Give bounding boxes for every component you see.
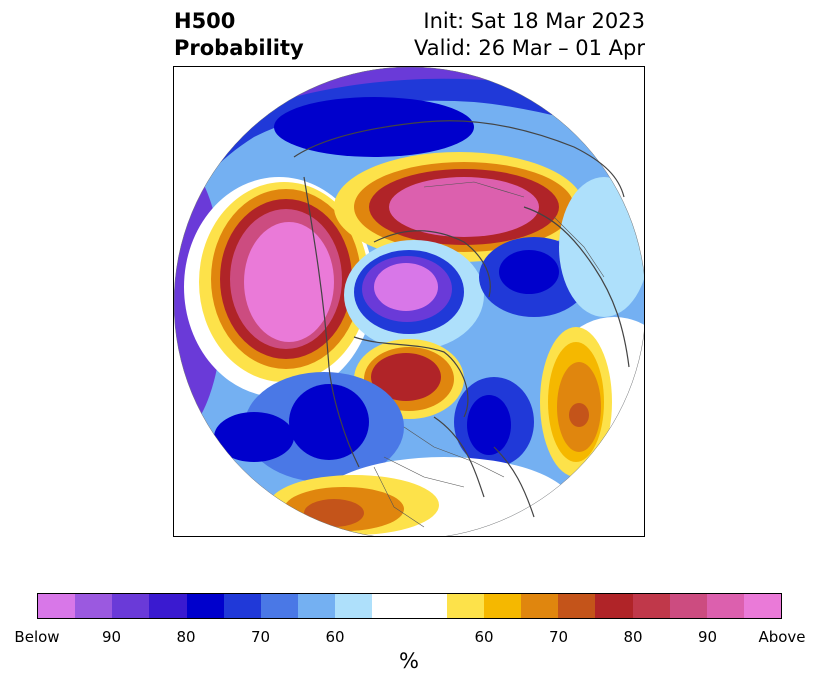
polar-map-svg xyxy=(174,67,644,536)
colorbar-tick-label: 60 xyxy=(474,628,494,646)
colorbar-swatch xyxy=(372,594,410,618)
colorbar-swatch xyxy=(335,594,373,618)
colorbar-tick-label: 60 xyxy=(325,628,345,646)
title-product: Probability xyxy=(174,36,304,60)
colorbar-swatch xyxy=(112,594,150,618)
colorbar-tick-label: 80 xyxy=(623,628,643,646)
colorbar xyxy=(37,593,782,619)
colorbar-swatch xyxy=(75,594,113,618)
colorbar-swatch xyxy=(260,594,299,618)
map-title-left: H500 Probability xyxy=(174,8,304,62)
political-borders xyxy=(373,181,605,528)
colorbar-swatch xyxy=(595,594,633,618)
colorbar-swatch xyxy=(149,594,187,618)
colorbar-swatch xyxy=(38,594,76,618)
colorbar-swatch xyxy=(743,594,782,618)
colorbar-swatch xyxy=(669,594,707,618)
colorbar-unit-label: % xyxy=(399,649,419,673)
colorbar-swatch xyxy=(446,594,484,618)
colorbar-tick-label: 90 xyxy=(697,628,718,646)
colorbar-swatch xyxy=(483,594,522,618)
colorbar-tick-label: 70 xyxy=(548,628,569,646)
colorbar-swatch xyxy=(706,594,744,618)
valid-range-label: Valid: 26 Mar – 01 Apr xyxy=(414,36,645,60)
colorbar-swatch xyxy=(409,594,447,618)
colorbar-swatch xyxy=(186,594,224,618)
colorbar-tick-label: Above xyxy=(758,628,806,646)
colorbar-swatch xyxy=(632,594,670,618)
probability-map xyxy=(173,66,645,537)
colorbar-swatch xyxy=(521,594,559,618)
init-date-label: Init: Sat 18 Mar 2023 xyxy=(423,9,645,33)
coastlines xyxy=(293,120,630,518)
colorbar-tick-label: Below xyxy=(14,628,60,646)
map-title-right: Init: Sat 18 Mar 2023 Valid: 26 Mar – 01… xyxy=(414,8,645,62)
probability-field xyxy=(174,67,644,536)
colorbar-tick-label: 80 xyxy=(176,628,196,646)
colorbar-tick-label: 70 xyxy=(250,628,271,646)
colorbar-swatch xyxy=(298,594,336,618)
title-variable: H500 xyxy=(174,9,236,33)
colorbar-swatch xyxy=(558,594,596,618)
colorbar-swatch xyxy=(223,594,261,618)
colorbar-tick-label: 90 xyxy=(101,628,122,646)
